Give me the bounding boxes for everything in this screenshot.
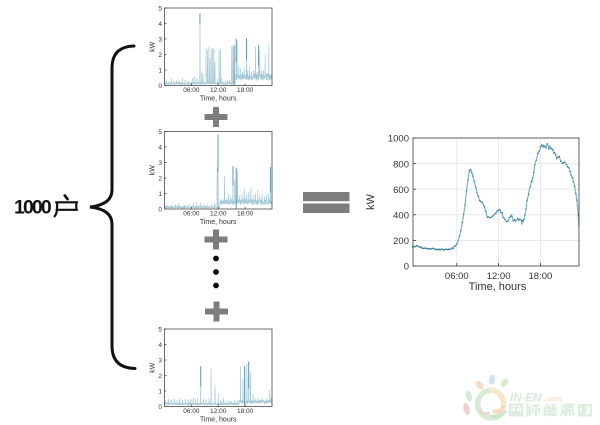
svg-text:5: 5 [158,129,162,136]
svg-text:06:00: 06:00 [183,87,200,94]
svg-text:1: 1 [158,67,162,74]
svg-text:3: 3 [158,160,162,167]
svg-text:4: 4 [158,21,162,28]
svg-text:kW: kW [365,193,377,210]
svg-text:06:00: 06:00 [183,211,200,218]
svg-text:0: 0 [404,262,409,273]
svg-text:0: 0 [158,83,162,90]
svg-text:4: 4 [158,342,162,349]
svg-text:18:00: 18:00 [529,271,553,282]
svg-text:18:00: 18:00 [237,211,254,218]
svg-text:18:00: 18:00 [237,87,254,94]
svg-text:kW: kW [150,41,157,52]
svg-text:600: 600 [393,185,409,196]
svg-text:2: 2 [158,373,162,380]
svg-text:12:00: 12:00 [210,87,227,94]
svg-text:Time, hours: Time, hours [469,281,527,293]
svg-text:06:00: 06:00 [183,408,200,415]
svg-text:Time, hours: Time, hours [200,417,237,424]
svg-text:Time, hours: Time, hours [200,219,237,226]
svg-text:3: 3 [158,36,162,43]
svg-text:kW: kW [150,165,157,176]
svg-text:18:00: 18:00 [237,408,254,415]
svg-text:4: 4 [158,144,162,151]
svg-text:kW: kW [150,362,157,373]
svg-text:800: 800 [393,159,409,170]
svg-text:400: 400 [393,211,409,222]
svg-text:12:00: 12:00 [210,211,227,218]
svg-text:IN-EN: IN-EN [510,393,542,405]
svg-text:.com: .com [544,395,563,404]
svg-text:5: 5 [158,5,162,12]
svg-text:Time, hours: Time, hours [200,96,237,103]
svg-text:2: 2 [158,52,162,59]
svg-text:3: 3 [158,357,162,364]
svg-text:1: 1 [158,191,162,198]
svg-text:12:00: 12:00 [487,271,511,282]
svg-text:1000: 1000 [388,134,409,145]
svg-text:12:00: 12:00 [210,408,227,415]
svg-text:1000: 1000 [14,197,52,219]
svg-text:0: 0 [158,206,162,213]
svg-text:2: 2 [158,175,162,182]
svg-text:5: 5 [158,326,162,333]
svg-text:200: 200 [393,236,409,247]
svg-text:1: 1 [158,388,162,395]
svg-text:0: 0 [158,404,162,411]
svg-text:06:00: 06:00 [445,271,469,282]
